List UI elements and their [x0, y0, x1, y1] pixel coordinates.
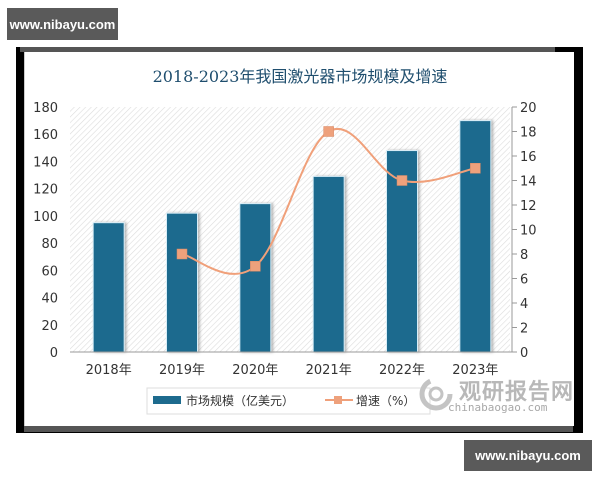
left-axis-tick: 20: [41, 319, 58, 334]
right-axis-tick: 16: [520, 150, 537, 165]
line-marker: [396, 175, 408, 186]
line-marker: [250, 261, 261, 272]
legend-box: [146, 387, 431, 415]
right-axis-tick: 12: [520, 199, 537, 214]
left-axis-tick: 120: [33, 183, 58, 198]
right-axis-tick: 4: [520, 297, 528, 312]
x-axis-tick: 2021年: [306, 363, 352, 378]
left-axis-tick: 140: [33, 155, 58, 170]
legend-bar-swatch: [153, 396, 181, 404]
watermark-bottom: www.nibayu.com: [464, 440, 592, 471]
x-axis-tick: 2018年: [86, 363, 132, 378]
watermark-top: www.nibayu.com: [7, 8, 118, 40]
logo-name: 观研报告网: [459, 380, 575, 405]
logo-url: chinabaogao.com: [448, 401, 548, 414]
left-axis-tick: 180: [33, 101, 58, 116]
x-axis-tick: 2023年: [452, 363, 498, 378]
bar-series: [92, 120, 492, 353]
logo-icon: [419, 377, 453, 411]
right-axis-tick: 2: [520, 322, 528, 337]
x-axis-labels: 2018年 2019年 2020年 2021年 2022年 2023年: [86, 363, 499, 378]
left-axis-tick: 60: [41, 264, 58, 279]
legend-line-label: 增速（%）: [356, 394, 415, 408]
right-axis-tick: 8: [520, 248, 528, 263]
bar: [312, 175, 345, 353]
right-axis-tick: 20: [520, 101, 537, 116]
left-axis-tick: 0: [50, 346, 58, 361]
right-axis-tick: 14: [520, 175, 537, 190]
right-axis-tick: 0: [520, 346, 528, 361]
line-marker: [176, 248, 188, 260]
right-y-axis: 0 2 4 6 8 10 12 14 16 18 20: [511, 101, 537, 361]
right-axis-tick: 10: [520, 224, 537, 239]
left-axis-tick: 40: [41, 292, 58, 307]
line-marker: [470, 163, 481, 174]
chart-title: 2018-2023年我国激光器市场规模及增速: [152, 67, 448, 86]
right-axis-tick: 18: [520, 126, 537, 141]
left-axis-tick: 80: [41, 237, 58, 252]
x-axis-tick: 2022年: [379, 363, 425, 378]
plot-area: [70, 107, 510, 352]
x-axis-tick: 2019年: [159, 363, 205, 378]
bar: [459, 120, 492, 353]
x-axis-tick: 2020年: [232, 363, 278, 378]
bar: [239, 203, 272, 353]
growth-markers: [176, 126, 481, 272]
legend-bar-label: 市场规模（亿美元）: [186, 393, 294, 408]
bar: [166, 212, 198, 353]
bar: [92, 222, 125, 353]
frame-top-edge: [20, 47, 555, 52]
right-axis-tick: 6: [520, 273, 528, 288]
left-y-axis: 0 20 40 60 80 100 120 140 160 180: [33, 101, 58, 361]
frame-bottom-edge: [24, 426, 573, 432]
left-axis-tick: 100: [33, 210, 58, 225]
line-marker: [323, 126, 334, 137]
legend-line-marker: [334, 396, 342, 404]
left-axis-tick: 160: [33, 128, 58, 143]
